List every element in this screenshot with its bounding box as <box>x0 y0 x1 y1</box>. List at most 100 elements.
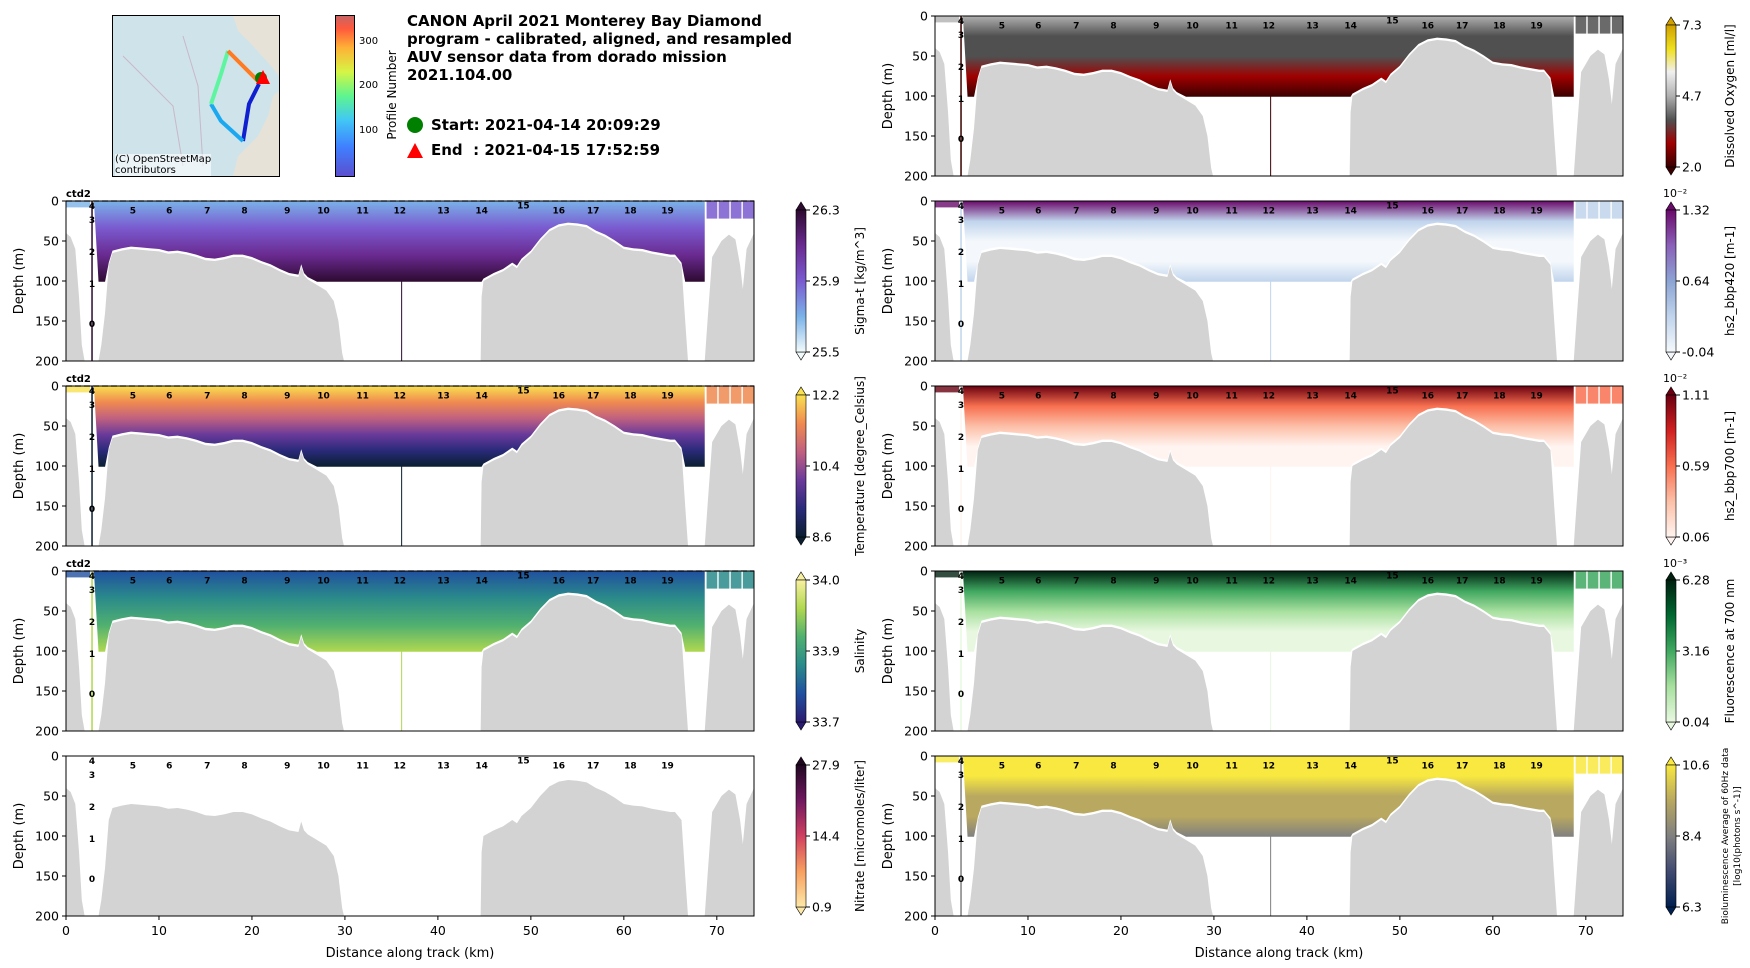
section-label: 6 <box>1035 391 1041 401</box>
section-label: 4 <box>89 387 95 397</box>
section-label: 1 <box>89 280 95 290</box>
colorbar-label: Salinity <box>853 629 867 673</box>
data-block <box>706 201 718 219</box>
ytick-label: 50 <box>43 234 59 249</box>
data-block <box>718 386 730 404</box>
section-label: 2 <box>958 618 964 628</box>
colorbar-body <box>1665 24 1677 168</box>
xtick-label: 30 <box>1206 923 1222 938</box>
section-label: 3 <box>89 216 95 226</box>
section-label: 3 <box>89 401 95 411</box>
section-label: 11 <box>1225 206 1238 216</box>
ylabel: Depth (m) <box>881 63 896 130</box>
section-label: 2 <box>89 803 95 813</box>
xlabel: Distance along track (km) <box>326 946 495 961</box>
instrument-tag: ctd2 <box>66 374 91 385</box>
ytick-label: 100 <box>904 274 928 289</box>
ylabel: Depth (m) <box>881 803 896 870</box>
colorbar-tick-label: 0.9 <box>812 900 832 915</box>
surface-band <box>935 201 960 208</box>
colorbar-tick-label: 6.28 <box>1682 573 1710 588</box>
section-label: 18 <box>624 761 637 771</box>
section-label: 3 <box>958 586 964 596</box>
colorbar-extend-bottom <box>1665 536 1677 546</box>
colorbar-exponent: 10⁻³ <box>1663 557 1687 570</box>
xtick-label: 0 <box>931 923 939 938</box>
colorbar-label: Sigma-t [kg/m^3] <box>853 227 867 335</box>
bathymetry-salinity <box>66 595 754 731</box>
data-block <box>1599 16 1611 34</box>
ytick-label: 150 <box>35 869 59 884</box>
data-block <box>1575 16 1587 34</box>
colorbar-label: hs2_bbp420 [m-1] <box>1723 226 1737 336</box>
section-label: 1 <box>958 95 964 105</box>
section-label: 3 <box>958 216 964 226</box>
data-block <box>1575 201 1587 219</box>
section-label: 12 <box>394 576 407 586</box>
xlabel: Distance along track (km) <box>1195 946 1364 961</box>
data-field-salinity <box>93 571 705 652</box>
colorbar-tick-label: 26.3 <box>812 203 840 218</box>
bathymetry-nitrate <box>66 780 754 916</box>
colorbar-tick-label: 10.4 <box>812 459 840 474</box>
xtick-label: 60 <box>616 923 632 938</box>
section-label: 4 <box>958 202 964 212</box>
colorbar-extend-top <box>795 201 807 211</box>
section-label: 7 <box>1073 576 1079 586</box>
ytick-label: 150 <box>35 314 59 329</box>
section-label: 18 <box>624 206 637 216</box>
section-label: 5 <box>999 576 1005 586</box>
instrument-tag: ctd2 <box>66 189 91 200</box>
colorbar-tick-label: 25.5 <box>812 345 840 360</box>
ylabel: Depth (m) <box>12 433 27 500</box>
xtick-label: 10 <box>1020 923 1036 938</box>
section-label: 5 <box>999 391 1005 401</box>
map-land-south <box>233 91 279 176</box>
section-label: 6 <box>1035 576 1041 586</box>
section-label: 8 <box>241 576 247 586</box>
ytick-label: 150 <box>904 869 928 884</box>
map-svg <box>122 16 279 176</box>
section-label: 16 <box>552 761 565 771</box>
colorbar-sigma_t: 26.3 25.9 25.5 Sigma-t [kg/m^3] <box>795 201 867 361</box>
section-label: 17 <box>1456 761 1469 771</box>
section-label: 4 <box>958 387 964 397</box>
colorbar-tick-label: 0.59 <box>1682 459 1710 474</box>
data-block <box>1611 571 1623 589</box>
colorbar-tick-label: 6.3 <box>1682 900 1702 915</box>
section-label: 3 <box>89 586 95 596</box>
data-block <box>1599 386 1611 404</box>
bathymetry-bbp420 <box>935 225 1623 361</box>
colorbar-bioluminescence: 10.6 8.4 6.3 Bioluminescence Average of 60H… <box>1665 748 1743 924</box>
section-label: 7 <box>204 391 210 401</box>
data-block <box>742 386 754 404</box>
section-label: 3 <box>89 771 95 781</box>
section-label: 13 <box>1306 21 1319 31</box>
xtick-label: 20 <box>1113 923 1129 938</box>
ytick-label: 100 <box>904 644 928 659</box>
xtick-label: 50 <box>523 923 539 938</box>
section-label: 6 <box>1035 761 1041 771</box>
data-block <box>1599 201 1611 219</box>
instrument-tag: ctd2 <box>66 559 91 570</box>
section-label: 15 <box>517 572 530 582</box>
section-label: 12 <box>1263 576 1276 586</box>
section-label: 13 <box>1306 576 1319 586</box>
legend-end: End : 2021-04-15 17:52:59 <box>407 141 660 159</box>
section-label: 3 <box>958 401 964 411</box>
section-label: 4 <box>958 572 964 582</box>
section-label: 7 <box>1073 391 1079 401</box>
section-label: 16 <box>1421 21 1434 31</box>
ytick-label: 100 <box>35 829 59 844</box>
map-credit: (C) OpenStreetMap contributors <box>115 154 212 176</box>
colorbar-label-units: [log10(photons s^-1)] <box>1733 786 1743 886</box>
surface-band <box>66 571 91 578</box>
colorbar-tick-label: 0.06 <box>1682 530 1710 545</box>
